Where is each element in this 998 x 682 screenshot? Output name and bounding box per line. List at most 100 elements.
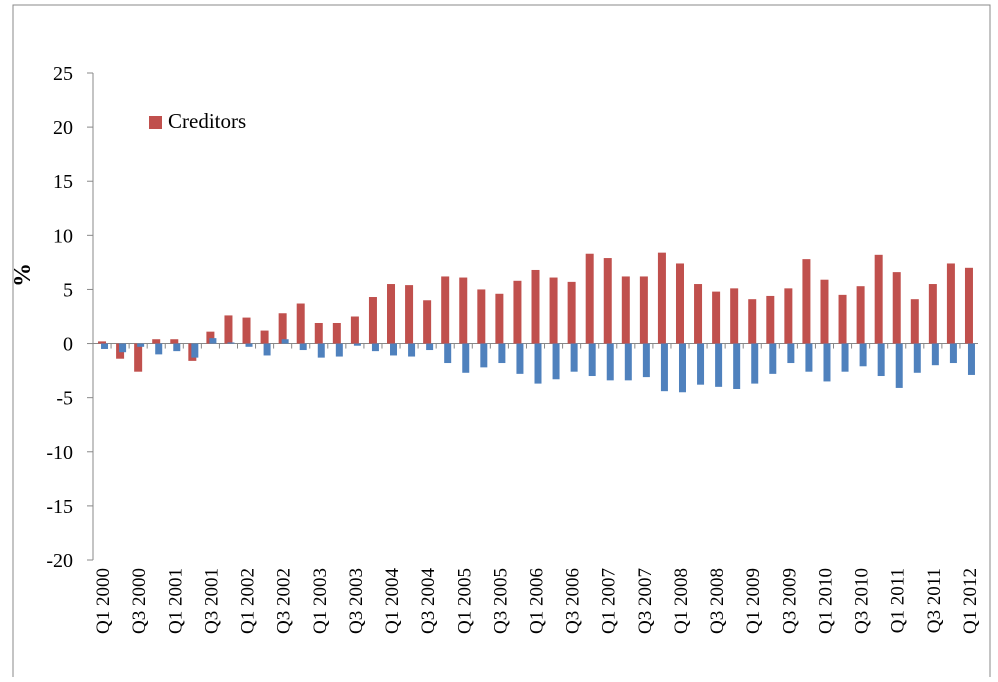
bar — [585, 253, 594, 344]
bar — [441, 276, 450, 344]
bar — [263, 343, 271, 356]
bar — [874, 254, 883, 344]
bar — [712, 291, 721, 344]
bar — [697, 343, 705, 385]
x-tick-label: Q3 2011 — [924, 568, 945, 633]
x-tick-label: Q1 2009 — [743, 568, 764, 634]
bar — [332, 322, 341, 344]
x-tick-label: Q3 2009 — [779, 568, 800, 634]
bar — [748, 299, 757, 344]
x-tick-label: Q3 2003 — [346, 568, 367, 634]
bar — [296, 303, 305, 344]
x-tick-label: Q1 2007 — [599, 568, 620, 634]
x-tick-label: Q3 2010 — [852, 568, 873, 634]
bar — [173, 343, 181, 352]
bar — [603, 258, 612, 344]
y-tick-label: 10 — [53, 225, 73, 247]
bar — [841, 343, 849, 372]
bar — [534, 343, 542, 384]
bar — [838, 294, 847, 344]
bar — [733, 343, 741, 390]
bar — [206, 331, 215, 344]
bar — [588, 343, 596, 377]
bar — [498, 343, 506, 364]
bar — [278, 313, 287, 344]
y-tick-label: -15 — [46, 496, 73, 518]
bar — [405, 285, 414, 344]
bar — [946, 263, 955, 344]
bar — [570, 343, 578, 372]
bar — [913, 343, 921, 373]
bar — [751, 343, 759, 384]
y-tick-label: -5 — [56, 388, 73, 410]
bar — [98, 341, 107, 344]
bar — [715, 343, 723, 387]
bar — [531, 269, 540, 344]
bar — [426, 343, 434, 351]
bar — [170, 339, 179, 344]
bar — [949, 343, 957, 364]
bar — [224, 315, 233, 344]
bar — [477, 289, 486, 344]
bar — [317, 343, 325, 358]
bar — [805, 343, 813, 372]
bar — [444, 343, 452, 364]
bar — [642, 343, 650, 378]
bar — [877, 343, 885, 377]
bar — [856, 286, 865, 344]
x-tick-label: Q1 2002 — [238, 568, 259, 634]
bar — [766, 295, 775, 344]
bar — [769, 343, 777, 374]
bar — [390, 343, 398, 356]
bar — [462, 343, 470, 373]
bar — [408, 343, 416, 357]
bar — [621, 276, 630, 344]
x-tick-label: Q3 2000 — [129, 568, 150, 634]
y-tick-label: 5 — [63, 279, 73, 301]
bar — [639, 276, 648, 344]
x-tick-label: Q3 2002 — [274, 568, 295, 634]
bar — [227, 342, 235, 344]
bar — [459, 277, 468, 344]
bar — [368, 297, 377, 344]
x-tick-label: Q1 2004 — [382, 568, 403, 634]
bar — [245, 343, 253, 347]
y-tick-label: 0 — [63, 334, 73, 356]
bar — [928, 284, 937, 344]
x-tick-label: Q1 2008 — [671, 568, 692, 634]
y-tick-label: -20 — [46, 550, 73, 572]
bar — [910, 299, 919, 344]
bar — [802, 259, 811, 344]
bar — [964, 267, 973, 344]
x-tick-label: Q3 2005 — [490, 568, 511, 634]
bar — [567, 281, 576, 344]
bar — [549, 277, 558, 344]
y-tick-label: 15 — [53, 171, 73, 193]
x-tick-label: Q1 2005 — [454, 568, 475, 634]
bar — [260, 330, 269, 344]
y-tick-label: -10 — [46, 442, 73, 464]
bar — [242, 317, 251, 344]
bar — [137, 343, 145, 347]
bar — [784, 288, 793, 344]
bar — [892, 272, 901, 344]
bar — [624, 343, 632, 381]
bar — [423, 300, 432, 344]
bar — [516, 343, 524, 374]
legend-swatch — [149, 116, 162, 129]
bar — [787, 343, 795, 364]
x-tick-label: Q1 2010 — [815, 568, 836, 634]
bar — [675, 263, 684, 344]
bar — [967, 343, 975, 375]
bar — [823, 343, 831, 382]
x-tick-label: Q1 2000 — [93, 568, 114, 634]
bar — [155, 343, 163, 355]
x-tick-label: Q1 2006 — [527, 568, 548, 634]
bar — [191, 343, 199, 358]
bar — [657, 252, 666, 344]
bar — [134, 343, 143, 372]
y-tick-label: 20 — [53, 117, 73, 139]
bar — [152, 339, 161, 344]
